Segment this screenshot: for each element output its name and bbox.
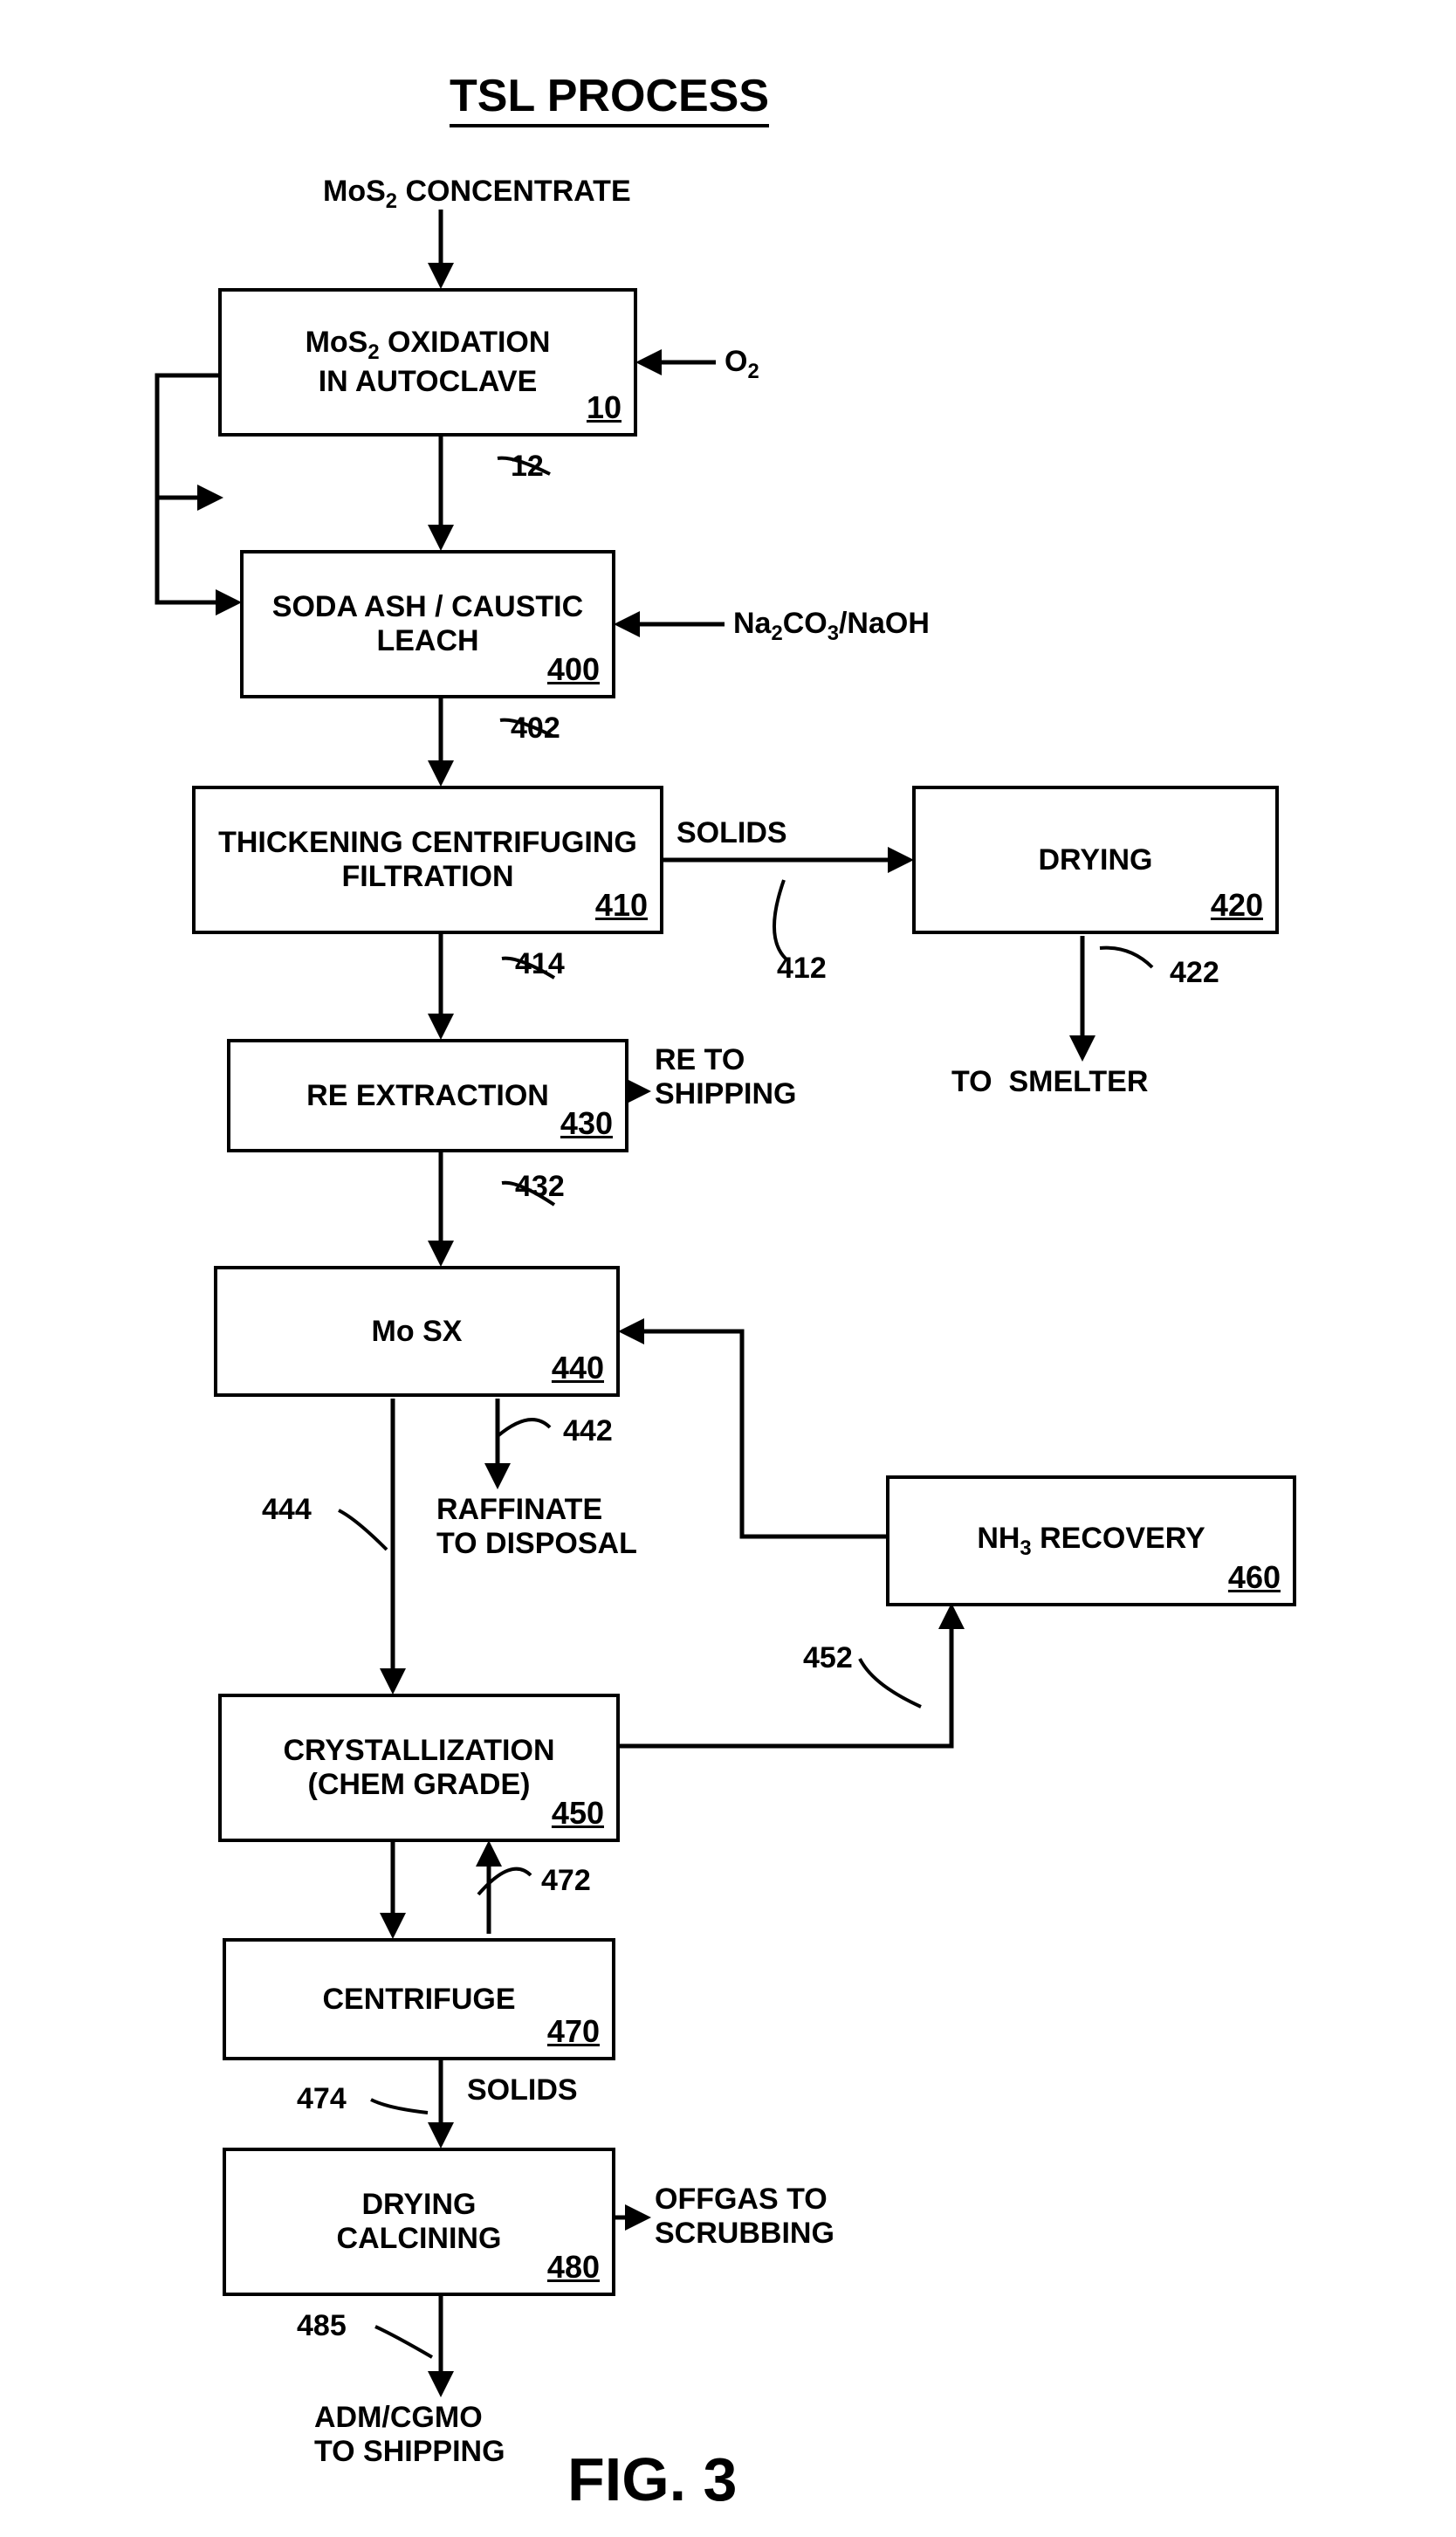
label-l_414: 414 <box>515 947 565 981</box>
box-label: NH3 RECOVERY <box>977 1522 1205 1561</box>
label-l_442: 442 <box>563 1414 613 1448</box>
edge-3 <box>157 375 218 498</box>
box-480: DRYINGCALCINING 480 <box>223 2148 615 2296</box>
box-label: DRYING <box>1039 843 1153 877</box>
box-label: LEACH <box>376 624 478 658</box>
label-l_smelt: TO SMELTER <box>951 1065 1148 1099</box>
box-ref-430: 430 <box>560 1105 613 1142</box>
box-10: MoS2 OXIDATIONIN AUTOCLAVE 10 <box>218 288 637 437</box>
label-l_412: 412 <box>777 952 827 986</box>
label-l_conc: MoS2 CONCENTRATE <box>323 175 631 214</box>
label-l_solids2: SOLIDS <box>467 2073 578 2107</box>
box-label: MoS2 OXIDATION <box>306 326 551 365</box>
edge-15 <box>620 1608 951 1746</box>
leader-452 <box>860 1659 921 1707</box>
box-label: (CHEM GRADE) <box>308 1768 531 1802</box>
box-ref-400: 400 <box>547 651 600 688</box>
box-label: SODA ASH / CAUSTIC <box>272 590 583 624</box>
label-l_adm: ADM/CGMOTO SHIPPING <box>314 2401 505 2469</box>
box-420: DRYING 420 <box>912 786 1279 934</box>
box-ref-480: 480 <box>547 2249 600 2286</box>
box-ref-10: 10 <box>587 389 622 426</box>
box-ref-460: 460 <box>1228 1559 1281 1596</box>
box-410: THICKENING CENTRIFUGINGFILTRATION 410 <box>192 786 663 934</box>
box-label: IN AUTOCLAVE <box>319 365 538 399</box>
leader-474 <box>371 2100 428 2113</box>
box-label: CRYSTALLIZATION <box>284 1734 555 1768</box>
box-430: RE EXTRACTION 430 <box>227 1039 628 1152</box>
box-440: Mo SX 440 <box>214 1266 620 1397</box>
box-label: THICKENING CENTRIFUGING <box>218 826 637 860</box>
box-label: FILTRATION <box>341 860 513 894</box>
box-ref-410: 410 <box>595 887 648 924</box>
box-400: SODA ASH / CAUSTICLEACH 400 <box>240 550 615 698</box>
label-l_o2: O2 <box>725 345 759 384</box>
leader-444 <box>339 1510 387 1550</box>
box-ref-440: 440 <box>552 1350 604 1386</box>
edge-4 <box>157 498 237 602</box>
box-label: Mo SX <box>372 1315 463 1349</box>
label-l_444: 444 <box>262 1493 312 1527</box>
leader-412 <box>774 880 786 959</box>
diagram-title: TSL PROCESS <box>450 70 769 127</box>
label-l_raff: RAFFINATETO DISPOSAL <box>436 1493 637 1561</box>
label-l_422: 422 <box>1170 956 1219 990</box>
label-l_485: 485 <box>297 2309 347 2343</box>
box-470: CENTRIFUGE 470 <box>223 1938 615 2060</box>
edge-14 <box>623 1331 886 1537</box>
box-450: CRYSTALLIZATION(CHEM GRADE) 450 <box>218 1694 620 1842</box>
box-ref-470: 470 <box>547 2013 600 2050</box>
figure-label: FIG. 3 <box>567 2444 737 2514</box>
box-label: DRYING <box>362 2188 477 2222</box>
label-l_432: 432 <box>515 1170 565 1204</box>
box-label: RE EXTRACTION <box>306 1079 549 1113</box>
leader-442 <box>498 1420 550 1436</box>
label-l_12: 12 <box>511 450 544 484</box>
label-l_na: Na2CO3/NaOH <box>733 607 930 646</box>
label-l_474: 474 <box>297 2082 347 2116</box>
label-l_re: RE TOSHIPPING <box>655 1043 796 1111</box>
box-460: NH3 RECOVERY 460 <box>886 1475 1296 1606</box>
box-label: CENTRIFUGE <box>323 1983 516 2017</box>
label-l_offgas: OFFGAS TOSCRUBBING <box>655 2183 834 2251</box>
leader-472 <box>478 1869 531 1894</box>
leader-485 <box>375 2327 432 2357</box>
label-l_402: 402 <box>511 712 560 746</box>
box-ref-450: 450 <box>552 1795 604 1832</box>
box-label: CALCINING <box>337 2222 502 2256</box>
box-ref-420: 420 <box>1211 887 1263 924</box>
label-l_solids1: SOLIDS <box>676 816 787 850</box>
label-l_472: 472 <box>541 1864 591 1898</box>
label-l_452: 452 <box>803 1641 853 1675</box>
leader-422 <box>1100 948 1152 967</box>
